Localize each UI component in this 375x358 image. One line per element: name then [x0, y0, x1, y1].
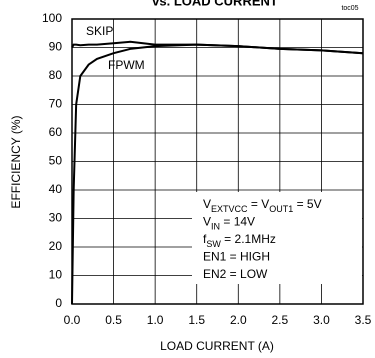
x-tick-label: 0.5 — [105, 313, 122, 327]
series-line — [71, 43, 364, 305]
annotation-part: EN1 = HIGH — [203, 250, 270, 264]
annotation-part: OUT1 — [269, 204, 293, 214]
y-axis-label: EFFICIENCY (%) — [9, 115, 23, 208]
annotation-part: = 5V — [293, 197, 321, 211]
annotation-part: EN2 = LOW — [203, 267, 268, 281]
series-label: FPWM — [108, 58, 145, 72]
x-axis-label: LOAD CURRENT (A) — [160, 339, 274, 353]
annotation-part: SW — [206, 239, 221, 249]
x-tick-label: 3.5 — [355, 313, 372, 327]
chart-title: vs. LOAD CURRENT — [152, 0, 278, 8]
y-tick-label: 60 — [49, 125, 63, 139]
x-tick-label: 1.5 — [188, 313, 205, 327]
annotation-part: = V — [248, 197, 270, 211]
annotation: EN2 = LOW — [203, 267, 268, 281]
annotation-part: EXTVCC — [211, 204, 248, 214]
y-tick-label: 50 — [49, 154, 63, 168]
annotation: EN1 = HIGH — [203, 250, 270, 264]
annotation-box — [192, 192, 362, 284]
y-tick-label: 40 — [49, 182, 63, 196]
annotation-part: IN — [211, 222, 220, 232]
y-tick-label: 80 — [49, 68, 63, 82]
annotation-part: V — [203, 215, 211, 229]
annotation: VEXTVCC = VOUT1 = 5V — [203, 197, 322, 214]
annotation: fSW = 2.1MHz — [203, 232, 276, 249]
y-tick-label: 20 — [49, 239, 63, 253]
annotation-part: V — [203, 197, 211, 211]
x-tick-label: 3.0 — [313, 313, 330, 327]
y-tick-label: 70 — [49, 97, 63, 111]
annotation-part: = 2.1MHz — [221, 232, 276, 246]
figure-note: toc05 — [341, 5, 358, 12]
series-label: SKIP — [86, 24, 113, 38]
y-tick-label: 30 — [49, 211, 63, 225]
plot-frame — [71, 18, 364, 305]
y-tick-label: 90 — [49, 40, 63, 54]
y-tick-label: 100 — [42, 11, 62, 25]
x-tick-label: 0.0 — [64, 313, 81, 327]
annotation: VIN = 14V — [203, 215, 255, 232]
x-tick-label: 1.0 — [147, 313, 164, 327]
annotation-part: f — [203, 232, 207, 246]
annotation-part: = 14V — [220, 215, 255, 229]
x-tick-label: 2.0 — [230, 313, 247, 327]
y-tick-label: 0 — [55, 296, 62, 310]
y-tick-label: 10 — [49, 268, 63, 282]
x-tick-label: 2.5 — [272, 313, 289, 327]
